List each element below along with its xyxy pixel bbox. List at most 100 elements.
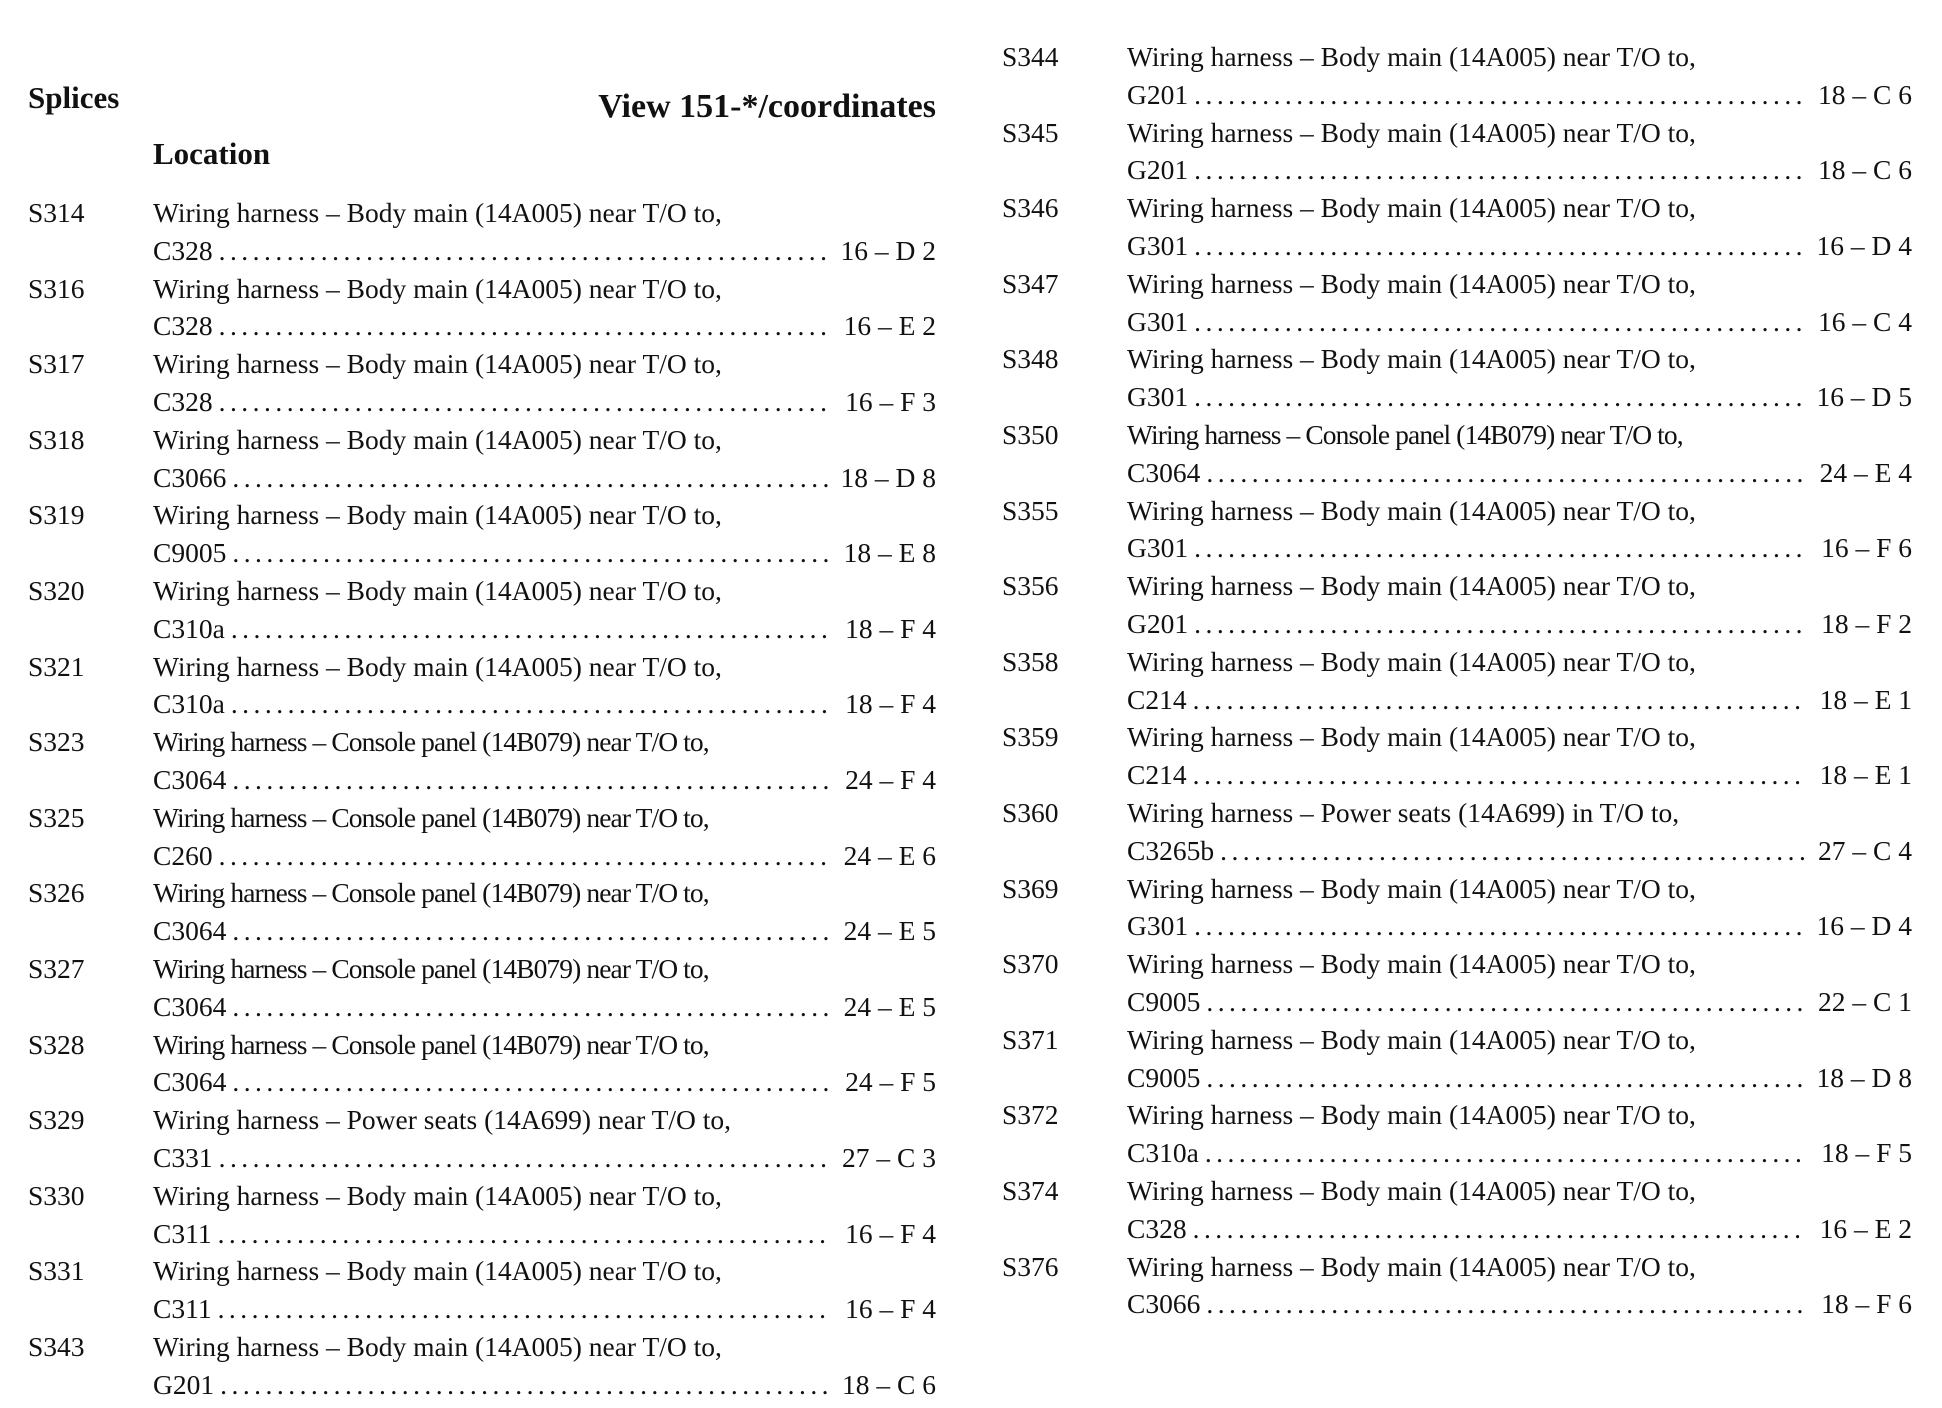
splice-id: S327 xyxy=(28,952,85,984)
splice-coordinate: 18 – F 5 xyxy=(1821,1137,1912,1169)
dot-leader xyxy=(219,1139,830,1177)
splice-target-line: C328 16 – D 2 xyxy=(153,232,936,270)
splice-id: S370 xyxy=(1002,948,1059,980)
splice-entry: S320 Wiring harness – Body main (14A005) … xyxy=(28,572,936,648)
dot-leader xyxy=(218,1290,830,1328)
splice-coordinate: 16 – D 5 xyxy=(1816,381,1913,413)
splice-target-line: C9005 18 – D 8 xyxy=(1127,1059,1912,1097)
splice-coordinate: 24 – E 4 xyxy=(1819,456,1912,488)
splice-id: S360 xyxy=(1002,796,1059,828)
dot-leader xyxy=(1220,832,1806,870)
dot-leader xyxy=(1194,303,1806,341)
splice-description: Wiring harness – Body main (14A005) near… xyxy=(1127,494,1696,526)
splice-description: Wiring harness – Console panel (14B079) … xyxy=(1127,418,1684,450)
splice-description: Wiring harness – Body main (14A005) near… xyxy=(153,1255,722,1287)
splice-id: S317 xyxy=(28,348,85,380)
splice-target: C310a xyxy=(1127,1137,1199,1169)
splice-description: Wiring harness – Body main (14A005) near… xyxy=(1127,343,1696,375)
splice-coordinate: 24 – F 5 xyxy=(845,1066,936,1098)
splice-entry: S326 Wiring harness – Console panel (14B0… xyxy=(28,874,936,950)
splice-entry: S355 Wiring harness – Body main (14A005) … xyxy=(1002,492,1912,568)
splice-target: C3064 xyxy=(153,915,227,947)
splice-description: Wiring harness – Body main (14A005) near… xyxy=(1127,192,1696,224)
splice-coordinate: 18 – F 2 xyxy=(1821,607,1912,639)
splice-entry: S318 Wiring harness – Body main (14A005) … xyxy=(28,421,936,497)
splice-id: S319 xyxy=(28,499,85,531)
splice-entry: S376 Wiring harness – Body main (14A005) … xyxy=(1002,1248,1912,1324)
splice-description: Wiring harness – Body main (14A005) near… xyxy=(1127,1023,1696,1055)
splice-id: S316 xyxy=(28,272,85,304)
splice-coordinate: 18 – C 6 xyxy=(842,1368,936,1400)
splice-description: Wiring harness – Body main (14A005) near… xyxy=(1127,645,1696,677)
splice-description: Wiring harness – Body main (14A005) near… xyxy=(153,423,722,455)
splice-target: C310a xyxy=(153,688,225,720)
splice-id: S350 xyxy=(1002,418,1059,450)
splice-entry: S329 Wiring harness – Power seats (14A699… xyxy=(28,1101,936,1177)
splice-coordinate: 18 – F 4 xyxy=(845,688,936,720)
splice-target: C3066 xyxy=(153,461,227,493)
splice-target: C3066 xyxy=(1127,1288,1201,1320)
splice-entry: S327 Wiring harness – Console panel (14B0… xyxy=(28,950,936,1026)
splice-target-line: C311 16 – F 4 xyxy=(153,1290,936,1328)
splice-entry: S319 Wiring harness – Body main (14A005) … xyxy=(28,496,936,572)
splice-entry: S330 Wiring harness – Body main (14A005) … xyxy=(28,1177,936,1253)
splice-id: S371 xyxy=(1002,1023,1059,1055)
dot-leader xyxy=(1205,1134,1806,1172)
splice-target: C3064 xyxy=(1127,456,1201,488)
splice-id: S358 xyxy=(1002,645,1059,677)
splice-target-line: C3265b 27 – C 4 xyxy=(1127,832,1912,870)
splice-id: S372 xyxy=(1002,1099,1059,1131)
splice-entry: S331 Wiring harness – Body main (14A005) … xyxy=(28,1252,936,1328)
dot-leader xyxy=(219,232,830,270)
splice-entry: S343 Wiring harness – Body main (14A005) … xyxy=(28,1328,936,1404)
section-title: Splices xyxy=(28,80,120,115)
splice-coordinate: 16 – D 2 xyxy=(840,234,937,266)
splice-description: Wiring harness – Body main (14A005) near… xyxy=(1127,570,1696,602)
splice-target-line: C3064 24 – E 5 xyxy=(153,988,936,1026)
splice-id: S374 xyxy=(1002,1174,1059,1206)
splice-entry: S347 Wiring harness – Body main (14A005) … xyxy=(1002,265,1912,341)
splice-entry: S374 Wiring harness – Body main (14A005) … xyxy=(1002,1172,1912,1248)
splice-entry: S328 Wiring harness – Console panel (14B0… xyxy=(28,1026,936,1102)
splice-description: Wiring harness – Body main (14A005) near… xyxy=(1127,872,1696,904)
splice-target: C9005 xyxy=(1127,985,1201,1017)
splice-description: Wiring harness – Body main (14A005) near… xyxy=(153,574,722,606)
splice-coordinate: 18 – C 6 xyxy=(1818,154,1912,186)
splice-description: Wiring harness – Body main (14A005) near… xyxy=(153,197,722,228)
splice-target: C9005 xyxy=(1127,1061,1201,1093)
splice-coordinate: 16 – E 2 xyxy=(1819,1212,1912,1244)
splice-id: S347 xyxy=(1002,267,1059,299)
splice-id: S320 xyxy=(28,574,85,606)
splice-target: G301 xyxy=(1127,532,1189,564)
splice-target-line: C9005 22 – C 1 xyxy=(1127,983,1912,1021)
dot-leader xyxy=(1206,454,1806,492)
splice-id: S318 xyxy=(28,423,85,455)
dot-leader xyxy=(1193,756,1806,794)
dot-leader xyxy=(1194,605,1806,643)
splice-description: Wiring harness – Body main (14A005) near… xyxy=(1127,1174,1696,1206)
splice-description: Wiring harness – Console panel (14B079) … xyxy=(153,726,710,758)
splice-entry: S358 Wiring harness – Body main (14A005) … xyxy=(1002,643,1912,719)
dot-leader xyxy=(1194,227,1806,265)
splice-coordinate: 16 – E 2 xyxy=(843,310,936,342)
left-splice-list: S314 Wiring harness – Body main (14A005) … xyxy=(28,194,936,1404)
splice-description: Wiring harness – Console panel (14B079) … xyxy=(153,952,710,984)
splice-entry: S360 Wiring harness – Power seats (14A699… xyxy=(1002,794,1912,870)
splice-coordinate: 24 – E 5 xyxy=(843,990,936,1022)
splice-target: C9005 xyxy=(153,537,227,569)
splice-target: C311 xyxy=(153,1293,212,1325)
dot-leader xyxy=(1194,76,1806,114)
splice-id: S328 xyxy=(28,1028,85,1060)
splice-target-line: C310a 18 – F 4 xyxy=(153,685,936,723)
dot-leader xyxy=(232,459,830,497)
splice-entry: S372 Wiring harness – Body main (14A005) … xyxy=(1002,1096,1912,1172)
splice-target-line: G201 18 – C 6 xyxy=(1127,151,1912,189)
splice-coordinate: 24 – E 5 xyxy=(843,915,936,947)
splice-target-line: C3064 24 – E 4 xyxy=(1127,454,1912,492)
splice-entry: S348 Wiring harness – Body main (14A005) … xyxy=(1002,340,1912,416)
dot-leader xyxy=(219,837,830,875)
splice-target: G301 xyxy=(1127,381,1189,413)
splice-target: C3265b xyxy=(1127,834,1215,866)
dot-leader xyxy=(231,685,830,723)
dot-leader xyxy=(232,534,830,572)
